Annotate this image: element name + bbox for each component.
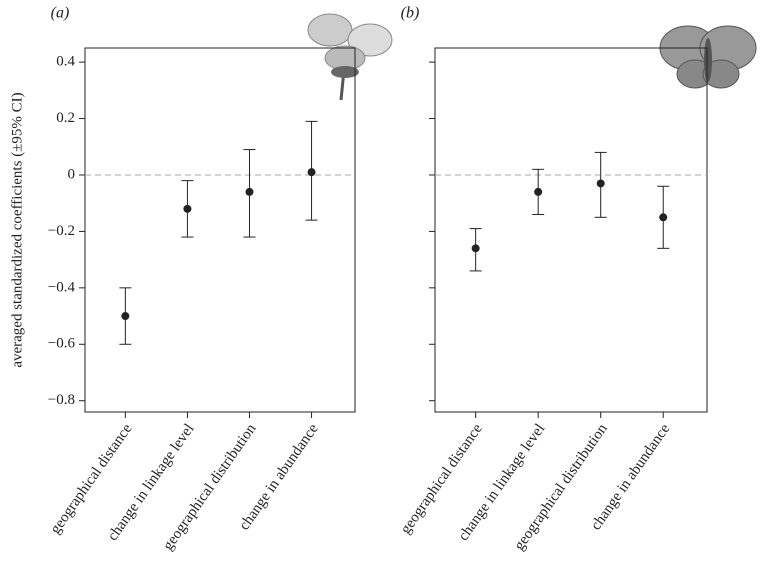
y-tick-label: −0.4: [48, 279, 76, 295]
flower-icon: [307, 13, 393, 101]
y-tick-label: 0.2: [56, 110, 75, 126]
point: [659, 213, 668, 222]
point: [596, 179, 605, 188]
y-tick-label: 0.4: [56, 54, 75, 70]
panel-label: (b): [401, 5, 420, 22]
point: [245, 187, 254, 196]
point: [534, 187, 543, 196]
y-tick-label: −0.6: [48, 336, 76, 352]
y-tick-label: −0.2: [48, 223, 75, 239]
point: [471, 244, 480, 253]
panel-label: (a): [51, 5, 70, 22]
point: [183, 204, 192, 213]
plot-frame: [84, 47, 356, 413]
y-tick-label: 0: [68, 166, 76, 182]
y-axis-label: averaged standardized coefficients (±95%…: [9, 92, 25, 367]
point: [121, 312, 130, 321]
butterfly-icon: [659, 25, 757, 89]
plot-frame: [434, 47, 708, 413]
y-tick-label: −0.8: [48, 392, 75, 408]
point: [307, 168, 316, 177]
